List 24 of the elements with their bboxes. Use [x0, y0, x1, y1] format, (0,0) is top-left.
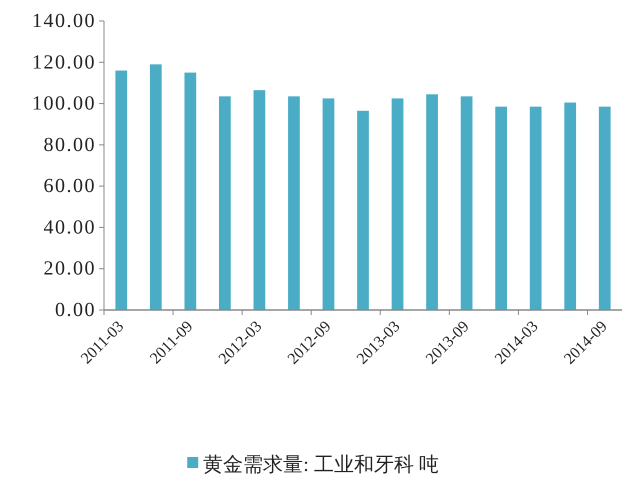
bar [322, 98, 334, 310]
bar [150, 64, 162, 310]
bar [115, 70, 128, 310]
bar [564, 102, 576, 310]
bar [254, 90, 266, 310]
y-tick-label: 140.00 [32, 10, 96, 32]
bar [426, 94, 438, 310]
y-tick-label: 120.00 [32, 51, 96, 74]
y-tick-label: 100.00 [32, 92, 96, 115]
bar [392, 98, 404, 310]
bar [218, 96, 231, 310]
y-tick-label: 40.00 [44, 216, 96, 238]
bar [460, 96, 472, 310]
bar [598, 106, 611, 310]
y-tick-label: 80.00 [44, 134, 96, 156]
bar [288, 96, 300, 310]
bar [530, 106, 542, 310]
y-tick-label: 0.00 [55, 299, 96, 321]
y-tick-label: 20.00 [44, 258, 96, 280]
bar [184, 72, 196, 310]
y-tick-label: 60.00 [44, 175, 96, 198]
bar [495, 106, 508, 310]
bar [357, 110, 369, 310]
legend: 黄金需求量: 工业和牙科 吨 [187, 454, 439, 476]
